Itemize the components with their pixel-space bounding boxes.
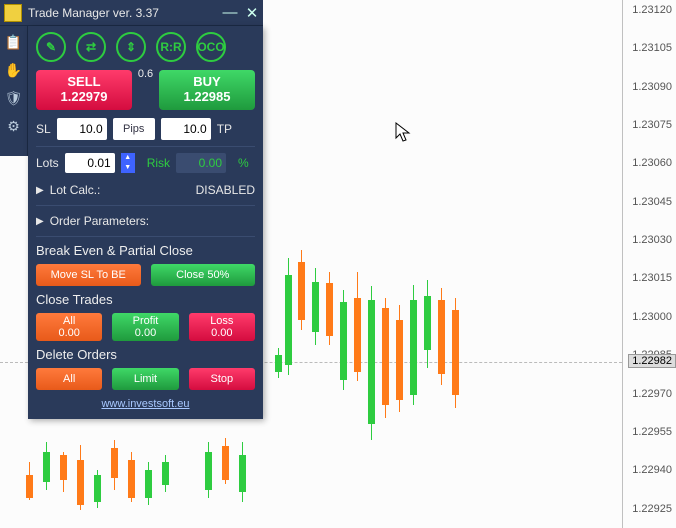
window-title: Trade Manager ver. 3.37 bbox=[28, 6, 219, 20]
spread-value: 0.6 bbox=[138, 68, 153, 80]
titlebar[interactable]: Trade Manager ver. 3.37 — ✕ bbox=[0, 0, 263, 26]
sl-input[interactable] bbox=[57, 118, 107, 140]
price-axis-tick: 1.22955 bbox=[632, 426, 672, 438]
trade-buttons-row: 0.6 SELL 1.22979 BUY 1.22985 bbox=[36, 70, 255, 112]
sell-button[interactable]: SELL 1.22979 bbox=[36, 70, 132, 110]
swap-tool-icon[interactable]: ⇄ bbox=[76, 32, 106, 62]
risk-value: 0.00 bbox=[176, 153, 226, 173]
price-axis-tick: 1.23060 bbox=[632, 157, 672, 169]
close-all-button[interactable]: All 0.00 bbox=[36, 313, 102, 341]
chevron-right-icon: ▶ bbox=[36, 185, 44, 196]
gear-icon[interactable]: ⚙ bbox=[2, 114, 26, 138]
shield-icon[interactable]: 🛡 bbox=[2, 86, 26, 110]
close-loss-label: Loss bbox=[210, 315, 233, 327]
footer-link[interactable]: www.investsoft.eu bbox=[36, 396, 255, 415]
close-trades-title: Close Trades bbox=[36, 292, 255, 307]
close-profit-button[interactable]: Profit 0.00 bbox=[112, 313, 178, 341]
delete-orders-buttons: All Limit Stop bbox=[36, 368, 255, 390]
price-axis-tick: 1.22970 bbox=[632, 388, 672, 400]
rr-tool-icon[interactable]: R:R bbox=[156, 32, 186, 62]
bepc-title: Break Even & Partial Close bbox=[36, 243, 255, 258]
price-axis-tick: 1.23120 bbox=[632, 4, 672, 16]
price-axis-tick: 1.23030 bbox=[632, 234, 672, 246]
close-all-label: All bbox=[63, 315, 75, 327]
price-axis-tick: 1.23090 bbox=[632, 81, 672, 93]
lot-calc-expander[interactable]: ▶ Lot Calc.: DISABLED bbox=[36, 179, 255, 201]
sl-label: SL bbox=[36, 122, 51, 136]
lot-calc-status: DISABLED bbox=[196, 183, 255, 197]
close-all-value: 0.00 bbox=[58, 327, 79, 339]
price-axis-tick: 1.22925 bbox=[632, 503, 672, 515]
divider bbox=[36, 205, 255, 206]
sl-tp-row: SL Pips TP bbox=[36, 118, 255, 140]
order-params-expander[interactable]: ▶ Order Parameters: bbox=[36, 210, 255, 232]
minimize-icon[interactable]: — bbox=[219, 3, 241, 23]
delete-orders-title: Delete Orders bbox=[36, 347, 255, 362]
price-axis-tick: 1.23105 bbox=[632, 42, 672, 54]
buy-label: BUY bbox=[159, 74, 255, 89]
tool-icon-row: ✎ ⇄ ⇕ R:R OCO bbox=[36, 32, 255, 62]
order-params-label: Order Parameters: bbox=[50, 214, 149, 228]
close-loss-value: 0.00 bbox=[211, 327, 232, 339]
risk-label: Risk bbox=[147, 156, 170, 170]
pips-selector-button[interactable]: Pips bbox=[113, 118, 155, 140]
move-sl-to-be-button[interactable]: Move SL To BE bbox=[36, 264, 141, 286]
oco-tool-icon[interactable]: OCO bbox=[196, 32, 226, 62]
close-trades-buttons: All 0.00 Profit 0.00 Loss 0.00 bbox=[36, 313, 255, 341]
divider bbox=[36, 236, 255, 237]
price-axis-tick: 1.23045 bbox=[632, 196, 672, 208]
close-50-button[interactable]: Close 50% bbox=[151, 264, 256, 286]
side-toolbar: 📋 ✋ 🛡 ⚙ bbox=[0, 26, 28, 156]
tp-label: TP bbox=[217, 122, 232, 136]
risk-pct-label: % bbox=[238, 156, 249, 170]
current-price-marker: 1.22982 bbox=[628, 354, 676, 368]
buy-button[interactable]: BUY 1.22985 bbox=[159, 70, 255, 110]
close-profit-value: 0.00 bbox=[135, 327, 156, 339]
sell-price: 1.22979 bbox=[36, 89, 132, 104]
buy-price: 1.22985 bbox=[159, 89, 255, 104]
notes-icon[interactable]: 📋 bbox=[2, 30, 26, 54]
price-axis-tick: 1.22940 bbox=[632, 464, 672, 476]
divider bbox=[36, 146, 255, 147]
sell-label: SELL bbox=[36, 74, 132, 89]
hand-icon[interactable]: ✋ bbox=[2, 58, 26, 82]
lots-stepper[interactable]: ▲▼ bbox=[121, 153, 135, 173]
app-logo-icon bbox=[4, 4, 22, 22]
price-axis-tick: 1.23075 bbox=[632, 119, 672, 131]
price-axis-tick: 1.23000 bbox=[632, 311, 672, 323]
trade-manager-panel: ✎ ⇄ ⇕ R:R OCO 0.6 SELL 1.22979 BUY 1.229… bbox=[28, 26, 263, 419]
price-axis: 1.23120 1.23105 1.23090 1.23075 1.23060 1.230… bbox=[622, 0, 676, 528]
anchor-tool-icon[interactable]: ⇕ bbox=[116, 32, 146, 62]
chevron-right-icon: ▶ bbox=[36, 216, 44, 227]
lots-label: Lots bbox=[36, 156, 59, 170]
delete-all-button[interactable]: All bbox=[36, 368, 102, 390]
tp-input[interactable] bbox=[161, 118, 211, 140]
lots-row: Lots ▲▼ Risk 0.00 % bbox=[36, 153, 255, 173]
lots-input[interactable] bbox=[65, 153, 115, 173]
bepc-buttons: Move SL To BE Close 50% bbox=[36, 264, 255, 286]
draw-tool-icon[interactable]: ✎ bbox=[36, 32, 66, 62]
lot-calc-label: Lot Calc.: bbox=[50, 183, 101, 197]
price-axis-tick: 1.23015 bbox=[632, 272, 672, 284]
close-loss-button[interactable]: Loss 0.00 bbox=[189, 313, 255, 341]
delete-limit-button[interactable]: Limit bbox=[112, 368, 178, 390]
close-icon[interactable]: ✕ bbox=[241, 3, 263, 23]
delete-stop-button[interactable]: Stop bbox=[189, 368, 255, 390]
close-profit-label: Profit bbox=[133, 315, 159, 327]
